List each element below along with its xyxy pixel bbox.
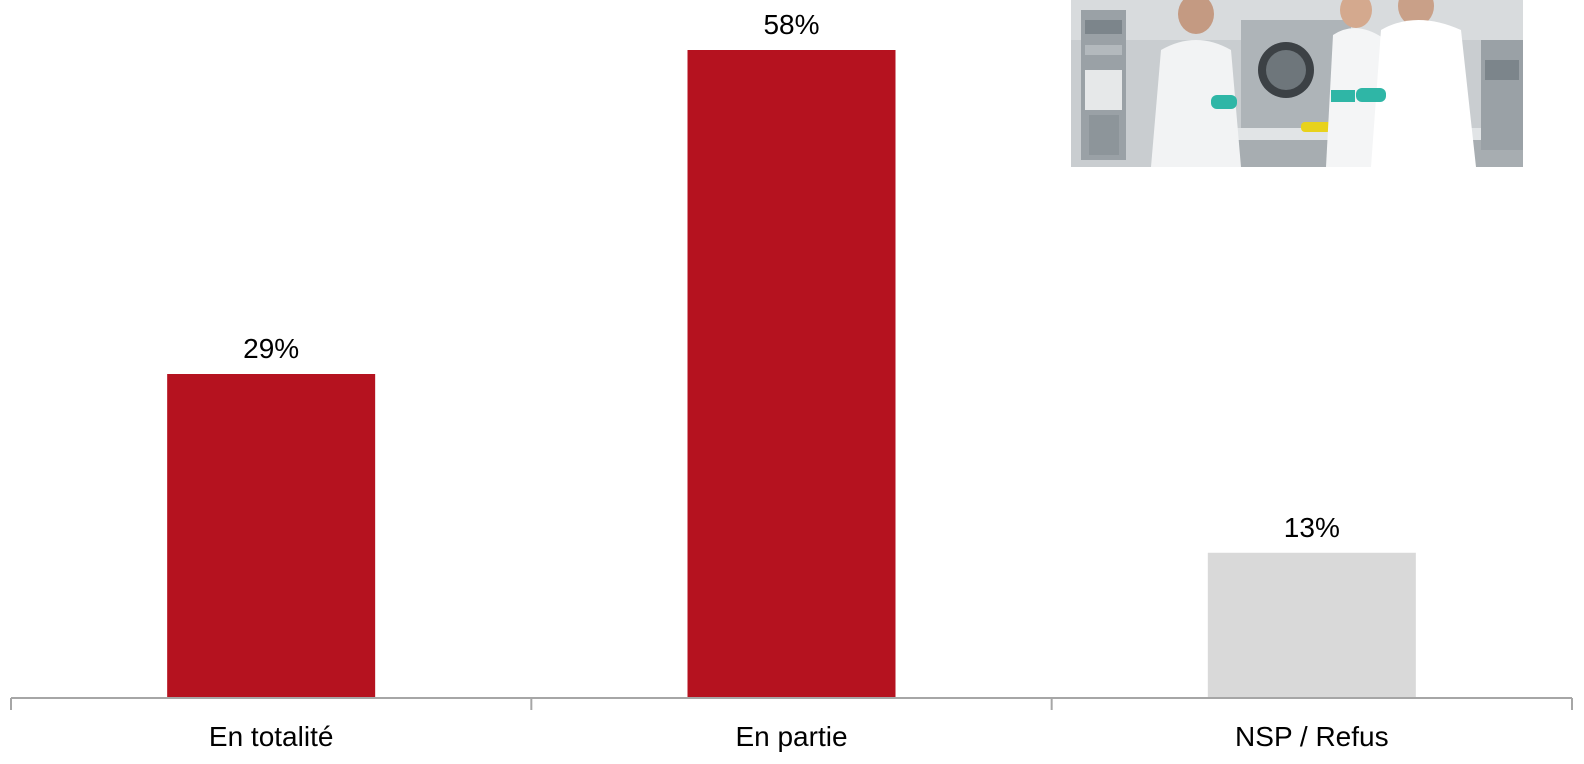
value-label-2: 13%: [1284, 512, 1340, 543]
x-tick-label-0: En totalité: [209, 721, 334, 752]
x-tick-label-1: En partie: [735, 721, 847, 752]
laboratory-photo: [1071, 0, 1523, 167]
x-axis: En totalité En partie NSP / Refus: [10, 697, 1573, 752]
x-tick-label-2: NSP / Refus: [1235, 721, 1389, 752]
value-labels-group: 29% 58% 13%: [243, 9, 1340, 543]
bar-1: [687, 50, 896, 698]
value-label-1: 58%: [763, 9, 819, 40]
value-label-0: 29%: [243, 333, 299, 364]
bar-0: [167, 374, 376, 698]
bar-2: [1207, 552, 1416, 698]
bars-group: [167, 50, 1416, 698]
